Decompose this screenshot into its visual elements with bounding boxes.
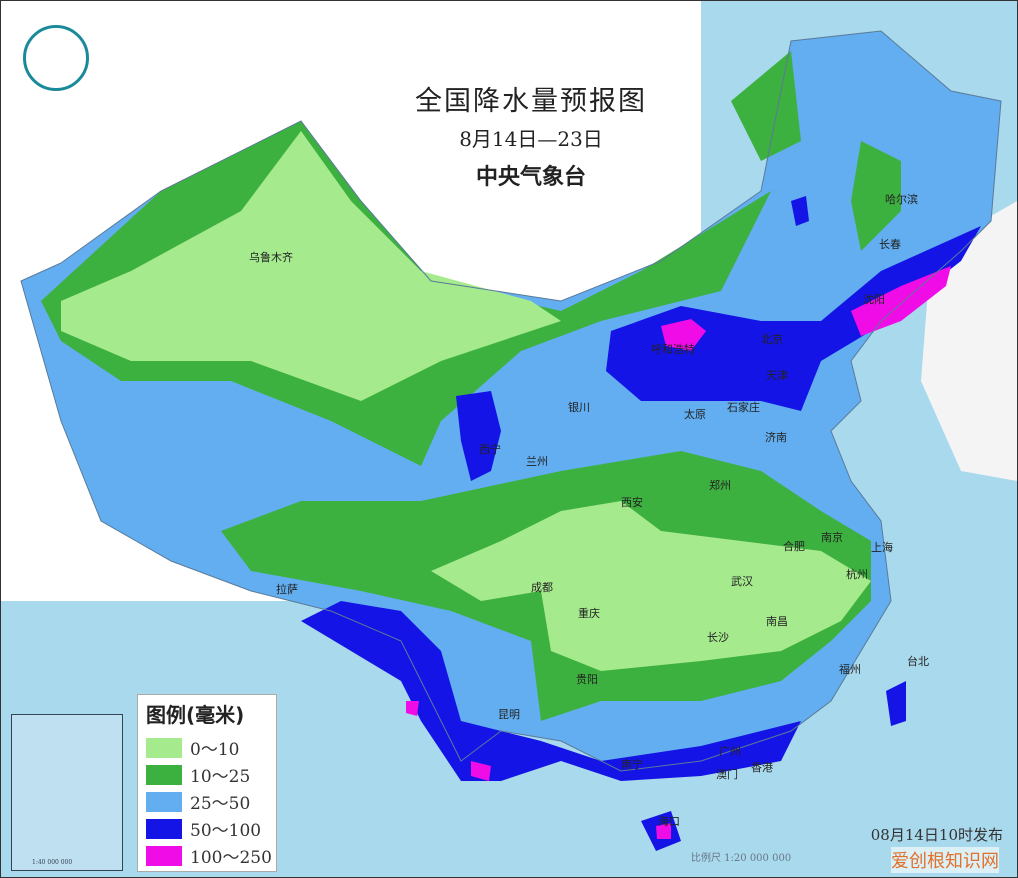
city-label: 郑州 <box>709 479 731 492</box>
cma-logo <box>23 25 89 91</box>
city-label: 杭州 <box>846 568 868 581</box>
city-label: 银川 <box>568 401 590 414</box>
zone-50-100-south <box>301 601 801 781</box>
city-label: 南宁 <box>621 758 643 771</box>
legend-item: 25～50 <box>146 788 276 815</box>
city-label: 合肥 <box>783 540 805 553</box>
legend-title: 图例(毫米) <box>146 703 245 727</box>
legend-item: 50～100 <box>146 815 276 842</box>
city-label: 上海 <box>871 541 893 554</box>
city-label: 福州 <box>839 663 861 676</box>
legend-item: 100～250 <box>146 842 276 869</box>
city-label: 济南 <box>765 431 787 444</box>
legend-swatch <box>146 818 182 839</box>
legend-swatch <box>146 791 182 812</box>
forecast-period: 8月14日—23日 <box>459 127 603 151</box>
zone-0-10-xinjiang <box>61 131 561 401</box>
city-label: 广州 <box>719 745 741 758</box>
zone-50-100-north <box>606 226 981 411</box>
city-label: 贵阳 <box>576 673 598 686</box>
city-label: 西安 <box>621 496 643 509</box>
zone-50-100-qinghai <box>456 391 501 481</box>
legend-item: 0～10 <box>146 734 276 761</box>
publish-time: 08月14日10时发布 <box>870 826 1003 844</box>
legend: 图例(毫米) 0～10 10～25 25～50 50～100 100～250 <box>137 694 277 872</box>
city-label: 长春 <box>879 238 901 251</box>
city-label: 昆明 <box>498 708 520 721</box>
city-label: 长沙 <box>707 631 729 644</box>
city-label: 成都 <box>531 581 553 594</box>
map-title: 全国降水量预报图 <box>415 86 647 117</box>
legend-label: 0～10 <box>190 740 240 760</box>
city-label: 西宁 <box>479 443 501 456</box>
watermark: 爱创根知识网 <box>891 847 999 873</box>
city-label: 太原 <box>684 408 706 421</box>
legend-swatch <box>146 845 182 866</box>
city-label: 武汉 <box>731 575 753 588</box>
city-label: 海口 <box>658 815 680 828</box>
legend-swatch <box>146 737 182 758</box>
city-label: 台北 <box>907 655 929 668</box>
zone-10-25-northeast <box>731 51 901 251</box>
inset-scale: 1:40 000 000 <box>32 859 73 866</box>
city-label: 南昌 <box>766 615 788 628</box>
city-label: 天津 <box>766 369 788 382</box>
issuer: 中央气象台 <box>475 165 586 190</box>
city-label: 拉萨 <box>276 583 298 596</box>
city-label: 兰州 <box>526 455 548 468</box>
legend-label: 100～250 <box>190 848 272 868</box>
city-label: 北京 <box>761 333 783 346</box>
legend-label: 10～25 <box>190 767 251 787</box>
city-label: 香港 <box>751 761 773 774</box>
zone-0-10-central <box>431 501 871 671</box>
legend-swatch <box>146 764 182 785</box>
legend-label: 50～100 <box>190 821 262 841</box>
city-label: 沈阳 <box>863 293 885 306</box>
city-label: 石家庄 <box>727 401 760 414</box>
city-label: 乌鲁木齐 <box>249 251 293 264</box>
legend-label: 25～50 <box>190 794 251 814</box>
legend-item: 10～25 <box>146 761 276 788</box>
city-label: 呼和浩特 <box>651 343 695 356</box>
city-label: 哈尔滨 <box>885 193 918 206</box>
city-label: 重庆 <box>578 607 600 620</box>
map-scale: 比例尺 1:20 000 000 <box>691 853 792 864</box>
city-label: 澳门 <box>716 768 738 781</box>
south-china-sea-inset: 1:40 000 000 <box>11 714 123 871</box>
country-border <box>20 30 1002 772</box>
city-label: 南京 <box>821 531 843 544</box>
